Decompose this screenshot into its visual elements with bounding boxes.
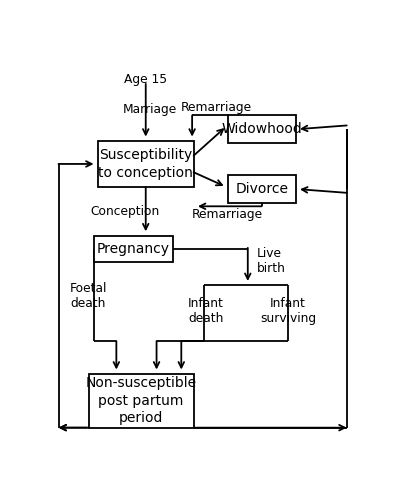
FancyBboxPatch shape [89, 374, 194, 428]
FancyBboxPatch shape [228, 116, 296, 143]
Text: Infant
death: Infant death [188, 297, 224, 325]
Text: Remarriage: Remarriage [180, 101, 252, 114]
Text: Remarriage: Remarriage [192, 208, 263, 222]
Text: Widowhood: Widowhood [221, 122, 302, 136]
FancyBboxPatch shape [98, 141, 194, 187]
Text: Pregnancy: Pregnancy [97, 242, 170, 256]
Text: Susceptibility
to conception: Susceptibility to conception [98, 148, 193, 180]
Text: Foetal
death: Foetal death [69, 282, 107, 310]
FancyBboxPatch shape [94, 236, 173, 262]
Text: Age 15: Age 15 [124, 72, 167, 86]
Text: Live
birth: Live birth [257, 247, 286, 275]
Text: Marriage: Marriage [122, 103, 177, 116]
Text: Non-susceptible
post partum
period: Non-susceptible post partum period [85, 376, 197, 425]
Text: Conception: Conception [90, 205, 159, 218]
Text: Divorce: Divorce [235, 182, 288, 196]
Text: Infant
surviving: Infant surviving [260, 297, 316, 325]
FancyBboxPatch shape [228, 175, 296, 203]
